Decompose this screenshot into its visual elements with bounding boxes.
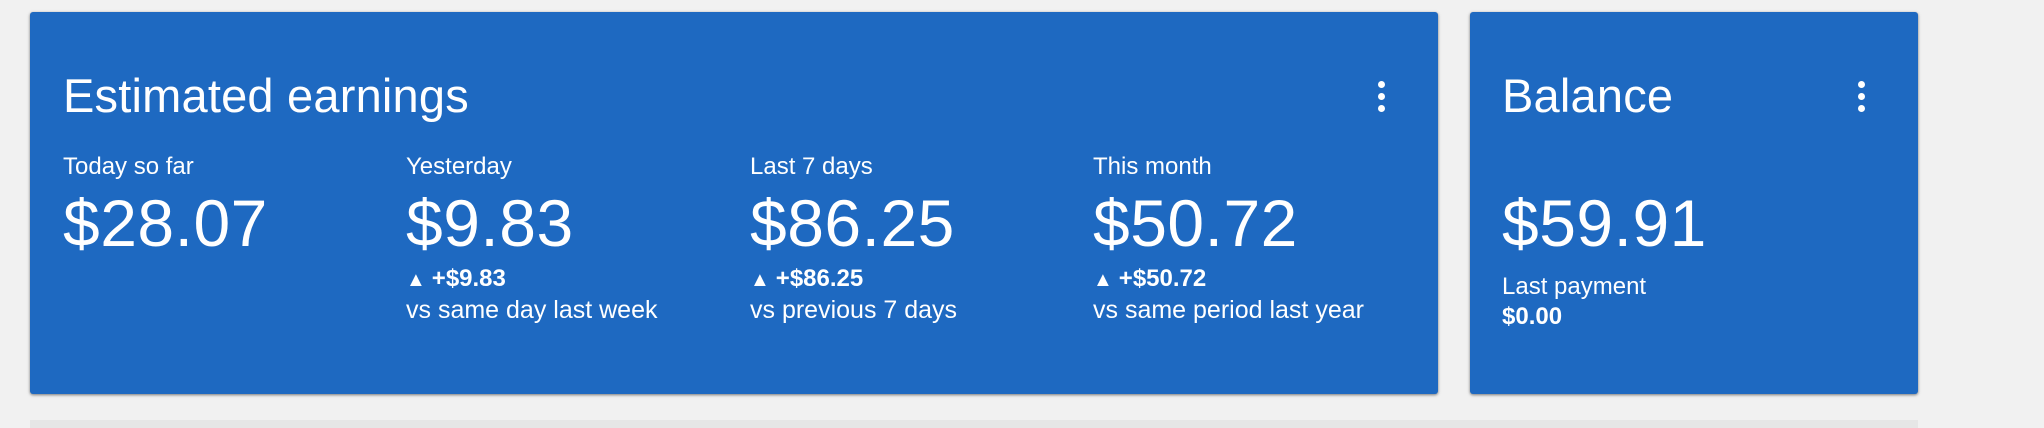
metric-label: This month [1093,153,1212,180]
next-card-edge [30,420,1918,428]
metric-delta-value: +$86.25 [775,265,864,292]
metric-value: $28.07 [63,186,268,260]
metric-value: $9.83 [406,186,574,260]
balance-card: Balance $59.91 Last payment $0.00 [1470,12,1918,394]
metric-value: $50.72 [1093,186,1298,260]
earnings-card-title: Estimated earnings [63,69,469,122]
metric-today-so-far: Today so far $28.07 [63,152,383,262]
metric-label: Last 7 days [750,153,873,180]
trend-up-icon: ▲ [750,269,770,291]
metric-compare-text: vs same day last week [406,296,658,324]
metric-value: $86.25 [750,186,955,260]
metric-yesterday: Yesterday $9.83 ▲ +$9.83 vs same day last… [406,152,726,325]
trend-up-icon: ▲ [1093,269,1113,291]
last-payment-value: $0.00 [1502,303,1563,330]
metric-last-7-days: Last 7 days $86.25 ▲ +$86.25 vs previous … [750,152,1070,325]
metric-delta: ▲ +$86.25 [750,264,1070,295]
balance-card-title: Balance [1502,69,1674,122]
metric-delta: ▲ +$50.72 [1093,264,1413,295]
metric-delta-value: +$50.72 [1118,265,1207,292]
metric-compare-text: vs previous 7 days [750,296,958,324]
metric-delta-value: +$9.83 [431,265,506,292]
balance-value: $59.91 [1502,186,1707,260]
metric-this-month: This month $50.72 ▲ +$50.72 vs same perio… [1093,152,1413,325]
metric-compare-text: vs same period last year [1093,296,1364,324]
estimated-earnings-card: Estimated earnings Today so far $28.07 Y… [30,12,1438,394]
earnings-more-options-button[interactable] [1361,72,1401,120]
trend-up-icon: ▲ [406,269,426,291]
last-payment-label: Last payment [1502,273,1647,300]
metric-delta: ▲ +$9.83 [406,264,726,295]
more-vert-icon [1857,80,1865,88]
balance-more-options-button[interactable] [1841,72,1881,120]
metric-label: Yesterday [406,153,512,180]
metric-label: Today so far [63,153,194,180]
more-vert-icon [1377,80,1385,88]
